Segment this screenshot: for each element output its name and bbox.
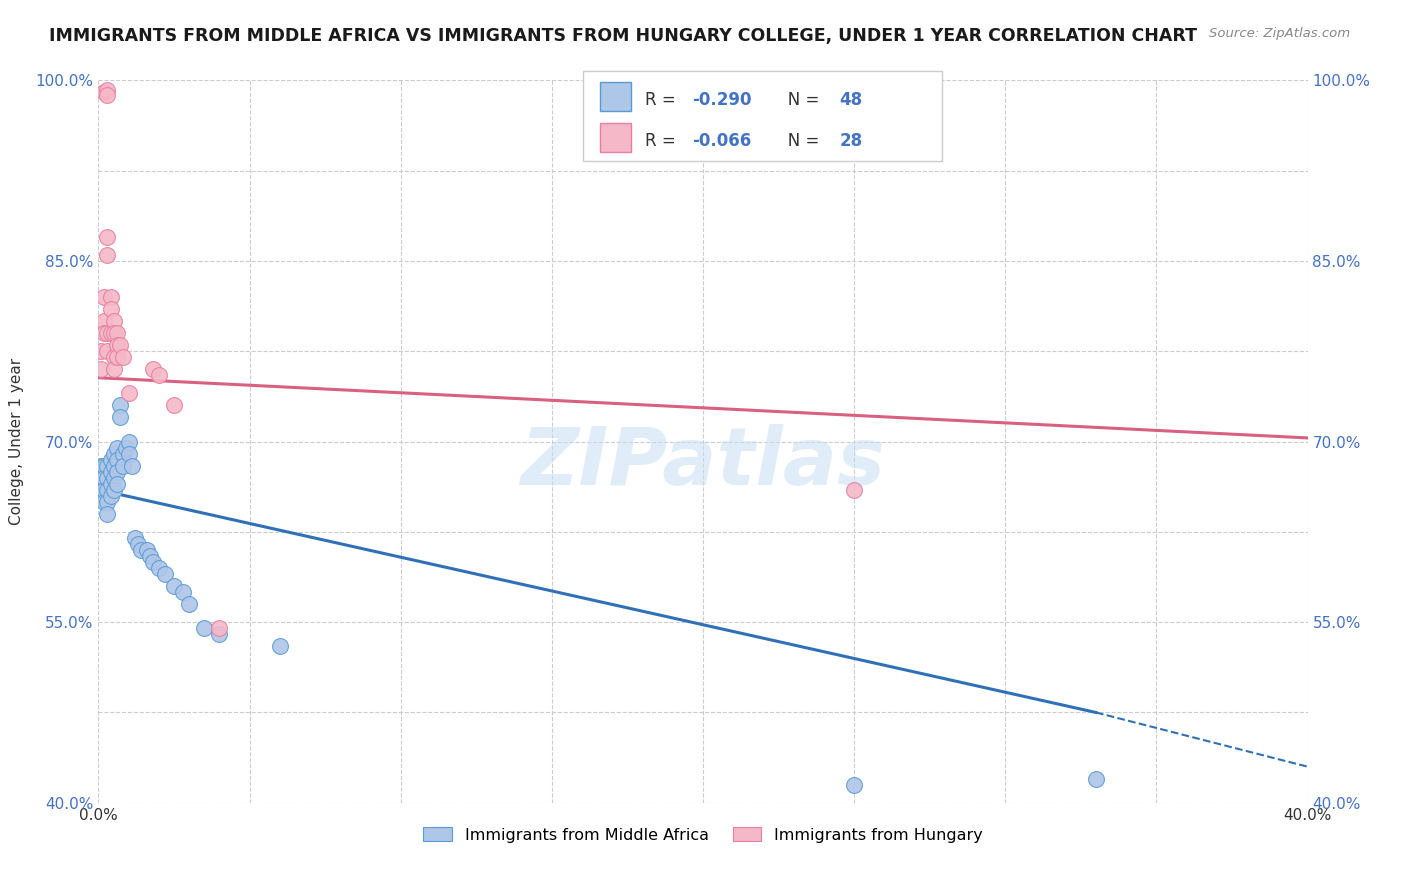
Point	[111, 350, 134, 364]
Point	[135, 542, 157, 557]
Point	[105, 476, 128, 491]
Point	[153, 567, 176, 582]
Point	[105, 452, 128, 467]
Legend: Immigrants from Middle Africa, Immigrants from Hungary: Immigrants from Middle Africa, Immigrant…	[416, 821, 990, 849]
Point	[96, 248, 118, 262]
Point	[111, 458, 134, 473]
Point	[96, 83, 118, 97]
Point	[96, 229, 118, 244]
Point	[93, 483, 115, 497]
Point	[127, 537, 149, 551]
Point	[96, 326, 118, 340]
Point	[96, 507, 118, 521]
Point	[1085, 772, 1108, 786]
Point	[114, 441, 136, 455]
Text: 48: 48	[839, 91, 862, 109]
Point	[163, 579, 186, 593]
Point	[108, 410, 131, 425]
Text: -0.290: -0.290	[692, 91, 751, 109]
Point	[100, 465, 122, 479]
Point	[148, 368, 170, 383]
Point	[90, 470, 112, 484]
Point	[93, 314, 115, 328]
Point	[111, 446, 134, 460]
Point	[139, 549, 162, 563]
Text: N =: N =	[772, 132, 824, 150]
Point	[96, 344, 118, 359]
Point	[93, 326, 115, 340]
Point	[90, 362, 112, 376]
Point	[105, 441, 128, 455]
Text: R =: R =	[645, 132, 682, 150]
Point	[269, 639, 291, 653]
Point	[103, 483, 125, 497]
Point	[121, 458, 143, 473]
Point	[105, 350, 128, 364]
Point	[96, 458, 118, 473]
Point	[100, 326, 122, 340]
Point	[100, 290, 122, 304]
Point	[103, 446, 125, 460]
Point	[108, 398, 131, 412]
Point	[100, 452, 122, 467]
Point	[100, 489, 122, 503]
Point	[103, 470, 125, 484]
Point	[103, 362, 125, 376]
Point	[124, 531, 146, 545]
Point	[142, 362, 165, 376]
Text: 28: 28	[839, 132, 862, 150]
Point	[208, 621, 231, 635]
Point	[105, 338, 128, 352]
Point	[93, 290, 115, 304]
Point	[93, 458, 115, 473]
Text: IMMIGRANTS FROM MIDDLE AFRICA VS IMMIGRANTS FROM HUNGARY COLLEGE, UNDER 1 YEAR C: IMMIGRANTS FROM MIDDLE AFRICA VS IMMIGRA…	[49, 27, 1198, 45]
Point	[103, 350, 125, 364]
Point	[172, 585, 194, 599]
Point	[103, 326, 125, 340]
Point	[90, 483, 112, 497]
Point	[93, 494, 115, 508]
Point	[163, 398, 186, 412]
Point	[129, 542, 152, 557]
Point	[844, 483, 866, 497]
Point	[105, 326, 128, 340]
Point	[93, 85, 115, 99]
Point	[90, 344, 112, 359]
Point	[105, 465, 128, 479]
Point	[103, 458, 125, 473]
Point	[108, 338, 131, 352]
Point	[193, 621, 215, 635]
Text: ZIPatlas: ZIPatlas	[520, 425, 886, 502]
Point	[93, 470, 115, 484]
Point	[118, 386, 141, 401]
Text: R =: R =	[645, 91, 682, 109]
Y-axis label: College, Under 1 year: College, Under 1 year	[10, 358, 24, 525]
Point	[179, 597, 201, 611]
Text: N =: N =	[772, 91, 824, 109]
Point	[90, 458, 112, 473]
Point	[844, 778, 866, 792]
Point	[142, 555, 165, 569]
Point	[118, 446, 141, 460]
Point	[103, 314, 125, 328]
Text: -0.066: -0.066	[692, 132, 751, 150]
Text: Source: ZipAtlas.com: Source: ZipAtlas.com	[1209, 27, 1350, 40]
Point	[100, 301, 122, 316]
Point	[96, 494, 118, 508]
Point	[100, 476, 122, 491]
Point	[148, 561, 170, 575]
Point	[96, 483, 118, 497]
Point	[96, 470, 118, 484]
Point	[208, 627, 231, 641]
Point	[118, 434, 141, 449]
Point	[96, 87, 118, 102]
